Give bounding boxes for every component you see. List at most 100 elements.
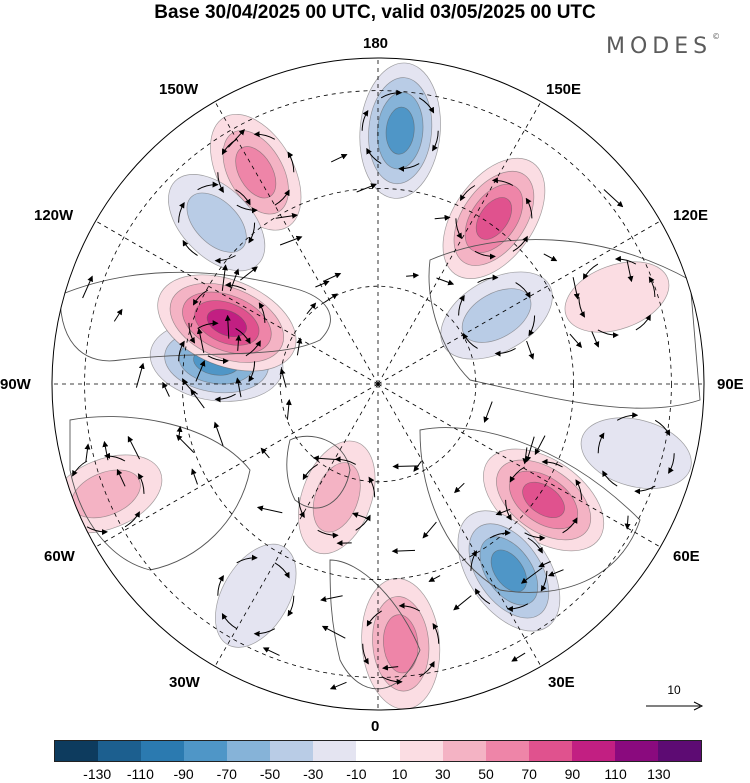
wind-arrow: [72, 460, 88, 477]
lon-label-150w: 150W: [159, 81, 199, 98]
wind-arrow: [422, 521, 437, 539]
negative-anomaly-cell: [359, 62, 441, 199]
wind-arrow: [362, 643, 369, 665]
logo-text: MODES: [606, 34, 713, 59]
anomaly-contour: [383, 614, 419, 674]
wind-arrow: [124, 511, 140, 528]
colorbar-tick-label: 110: [604, 766, 627, 782]
wind-arrow: [224, 314, 231, 339]
wind-arrow: [253, 628, 276, 637]
meridian-line: [377, 220, 661, 385]
wind-arrow: [603, 189, 624, 208]
meridian-line: [214, 383, 379, 667]
wind-arrow: [538, 561, 551, 568]
wind-arrow: [526, 340, 535, 360]
lon-label-60w: 60W: [44, 548, 75, 565]
colorbar-segment: [356, 741, 400, 761]
negative-anomaly-cell: [580, 417, 692, 489]
lon-label-90w: 90W: [0, 376, 31, 393]
wind-arrow: [236, 554, 258, 564]
wind-arrow: [285, 399, 292, 420]
colorbar-segment: [313, 741, 357, 761]
colorbar-segment: [141, 741, 185, 761]
lon-label-150e: 150E: [546, 81, 582, 98]
meridian-line: [377, 383, 542, 667]
positive-anomaly-cell: [442, 157, 546, 279]
wind-arrow: [296, 337, 303, 356]
positive-anomaly-cell: [564, 261, 670, 333]
wind-arrow: [228, 129, 245, 148]
wind-arrow: [279, 368, 287, 388]
wind-arrow: [525, 436, 535, 463]
colorbar-tick-label: -30: [303, 766, 324, 782]
wind-arrow: [287, 151, 295, 173]
wind-arrow: [398, 163, 420, 172]
wind-arrow: [583, 263, 599, 280]
wind-vectors: [67, 89, 675, 690]
wind-arrow: [312, 455, 337, 462]
colorbar-tick-label: 50: [478, 766, 494, 782]
wind-arrow: [543, 253, 558, 262]
colorbar-segment: [184, 741, 228, 761]
wind-arrow: [434, 214, 451, 221]
wind-arrow: [176, 434, 195, 453]
wind-arrow: [193, 289, 209, 306]
wind-arrow: [248, 222, 256, 244]
wind-arrow: [214, 255, 236, 264]
wind-arrow: [84, 443, 91, 463]
lon-label-180: 180: [363, 35, 389, 52]
anomaly-contour: [580, 417, 692, 489]
wind-arrow: [635, 314, 651, 331]
anomaly-contour: [385, 106, 415, 155]
wind-arrow: [298, 497, 305, 519]
wind-arrow: [392, 463, 419, 470]
wind-arrow: [235, 189, 251, 206]
wind-arrow: [511, 652, 526, 662]
wind-arrow: [391, 548, 416, 555]
wind-arrow: [489, 529, 511, 539]
wind-arrow: [366, 147, 382, 165]
wind-arrow: [178, 340, 185, 362]
colorbar-tick-label: -110: [126, 766, 154, 782]
lon-label-120e: 120E: [673, 207, 709, 224]
wind-arrow: [654, 419, 671, 436]
wind-arrow: [352, 512, 367, 519]
lon-label-0: 0: [371, 718, 380, 735]
wind-arrow: [329, 681, 347, 690]
colorbar-segment: [528, 741, 572, 761]
wind-arrow: [256, 505, 283, 514]
anomaly-contour: [186, 192, 247, 253]
wind-arrow: [182, 378, 198, 395]
wind-arrow: [135, 362, 145, 388]
wind-arrow: [569, 333, 583, 348]
anomaly-contour: [490, 549, 527, 593]
negative-anomaly-cell: [457, 510, 561, 632]
wind-arrow: [116, 468, 126, 487]
wind-arrow: [137, 473, 145, 494]
wind-arrow: [235, 377, 242, 398]
meridian-line: [377, 383, 661, 548]
wind-arrow: [540, 570, 548, 592]
wind-arrow: [361, 109, 369, 131]
wind-arrow: [217, 575, 224, 596]
wind-arrow: [460, 185, 476, 202]
colorbar-segment: [614, 741, 658, 761]
wind-arrow: [306, 302, 317, 315]
wind-arrow: [279, 235, 303, 246]
latitude-circle: [84, 90, 672, 678]
colorbar-segment: [485, 741, 529, 761]
colorbar-segment: [442, 741, 486, 761]
wind-arrow: [253, 131, 276, 140]
coastline: [286, 435, 351, 509]
map-title: Base 30/04/2025 00 UTC, valid 03/05/2025…: [154, 2, 596, 23]
lon-label-30w: 30W: [169, 674, 200, 691]
wind-arrow: [527, 537, 543, 554]
lon-label-30e: 30E: [548, 674, 575, 691]
wind-arrow: [188, 322, 196, 344]
wind-arrow: [322, 272, 342, 282]
meridian-line: [214, 101, 379, 385]
wind-arrow: [572, 277, 580, 300]
wind-arrow: [248, 361, 256, 383]
colorbar-tick-label: 10: [391, 766, 408, 782]
